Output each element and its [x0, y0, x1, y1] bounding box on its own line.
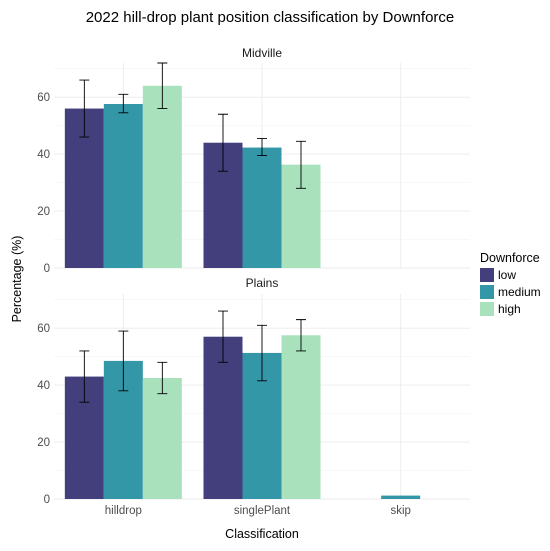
bar-low-singlePlant — [203, 336, 243, 499]
error-bar-low-hilldrop — [79, 350, 90, 403]
y-tick-label: 0 — [44, 494, 50, 506]
legend: Downforce low medium high — [480, 251, 541, 316]
y-tick-label: 40 — [37, 380, 50, 392]
error-bar-low-singlePlant — [218, 310, 228, 363]
legend-label-high: high — [498, 302, 521, 316]
y-tick-label: 60 — [37, 92, 50, 104]
facet-strip-midville: Midville — [242, 46, 282, 60]
error-bar-low-singlePlant — [218, 113, 228, 172]
bar-medium-hilldrop — [103, 104, 143, 268]
error-bar-medium-singlePlant — [257, 324, 267, 382]
chart-title: 2022 hill-drop plant position classifica… — [86, 9, 455, 26]
legend-label-low: low — [498, 268, 516, 282]
x-axis-title: Classification — [225, 527, 299, 541]
facet-panel-midville: 0 20 40 60 — [37, 62, 470, 275]
error-bar-high-singlePlant — [296, 140, 306, 189]
legend-title: Downforce — [480, 251, 540, 265]
y-tick-label: 20 — [37, 206, 50, 218]
x-tick-label: singlePlant — [234, 505, 291, 517]
y-tick-label: 40 — [37, 149, 50, 161]
facet-panel-plains: 0 20 40 60 — [37, 294, 470, 506]
facet-strip-plains: Plains — [246, 276, 279, 290]
error-bar-medium-singlePlant — [257, 138, 267, 156]
y-tick-label: 0 — [44, 263, 50, 275]
legend-swatch-high — [480, 302, 494, 316]
x-axis-ticks: hilldrop singlePlant skip — [105, 505, 411, 517]
legend-swatch-low — [480, 268, 494, 282]
error-bar-low-hilldrop — [79, 79, 90, 138]
error-bar-medium-hilldrop — [118, 330, 129, 392]
bar-high-hilldrop — [142, 85, 182, 269]
x-tick-label: skip — [390, 505, 410, 517]
bar-high-hilldrop — [142, 377, 182, 499]
y-axis-title: Percentage (%) — [10, 236, 24, 323]
y-tick-label: 20 — [37, 437, 50, 449]
error-bar-high-hilldrop — [157, 62, 168, 110]
bar-medium-skip — [381, 495, 421, 499]
legend-label-medium: medium — [498, 285, 541, 299]
bar-high-singlePlant — [281, 335, 321, 499]
error-bar-medium-hilldrop — [118, 93, 129, 114]
x-tick-label: hilldrop — [105, 505, 142, 517]
legend-swatch-medium — [480, 285, 494, 299]
y-tick-label: 60 — [37, 323, 50, 335]
bar-medium-singlePlant — [242, 147, 282, 268]
error-bar-high-hilldrop — [157, 361, 168, 395]
error-bar-high-singlePlant — [296, 319, 306, 352]
